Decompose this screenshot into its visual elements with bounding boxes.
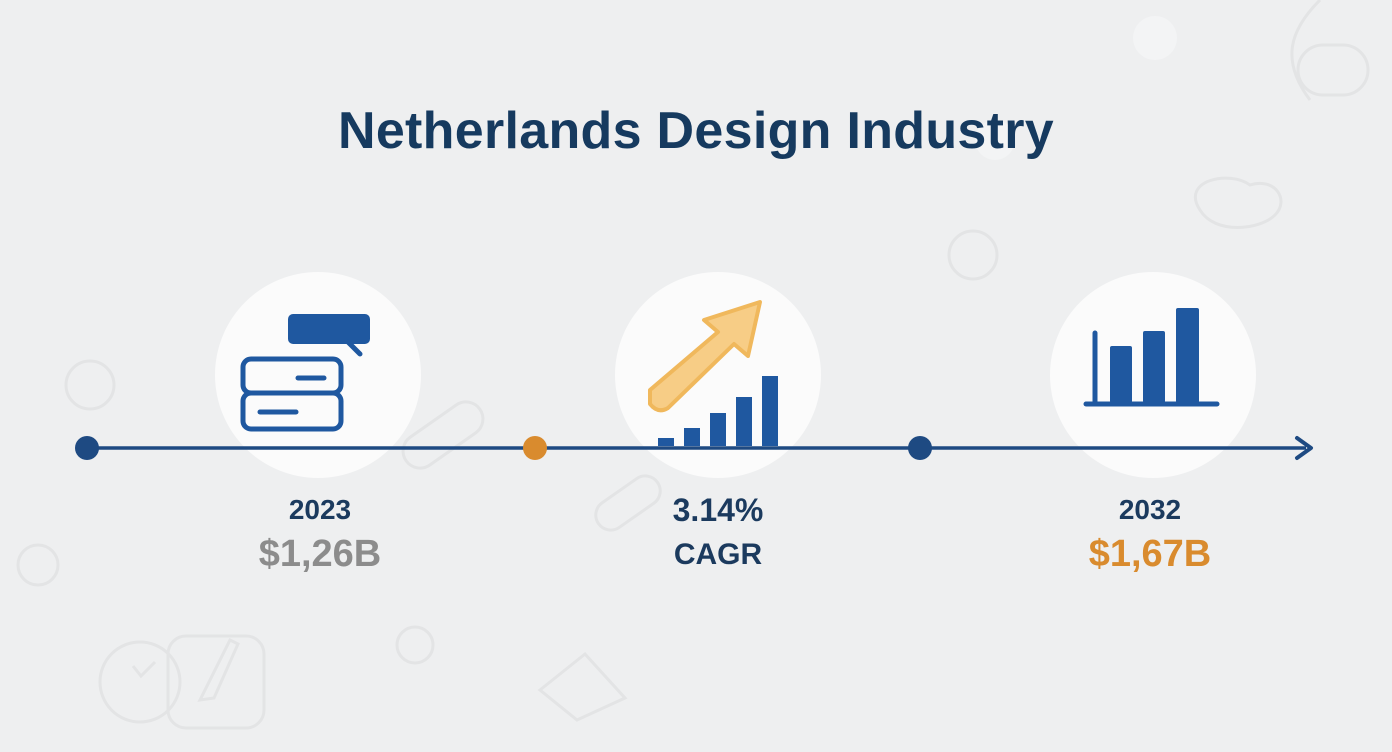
timeline-dot-end xyxy=(908,436,932,460)
bar-chart-icon xyxy=(1083,308,1220,407)
timeline-dot-growth xyxy=(523,436,547,460)
milestone-start-backdrop xyxy=(215,272,421,478)
server-chat-icon xyxy=(240,314,370,432)
growth-rate: 3.14% xyxy=(672,492,764,528)
start-year: 2023 xyxy=(288,494,352,525)
start-value: $1,26B xyxy=(258,533,382,575)
timeline-dot-start xyxy=(75,436,99,460)
timeline-line xyxy=(86,436,1313,460)
end-year: 2032 xyxy=(1118,494,1182,525)
growth-arrow-bars-icon xyxy=(648,300,778,446)
end-value: $1,67B xyxy=(1088,533,1212,575)
milestone-start-label: 2023 $1,26B xyxy=(200,493,440,577)
arrowhead-icon xyxy=(1295,436,1313,460)
milestone-end-label: 2032 $1,67B xyxy=(1030,493,1270,577)
page-title: Netherlands Design Industry xyxy=(337,101,1055,160)
growth-rate-label: CAGR xyxy=(673,538,763,571)
milestone-growth-label: 3.14% CAGR xyxy=(598,493,838,575)
